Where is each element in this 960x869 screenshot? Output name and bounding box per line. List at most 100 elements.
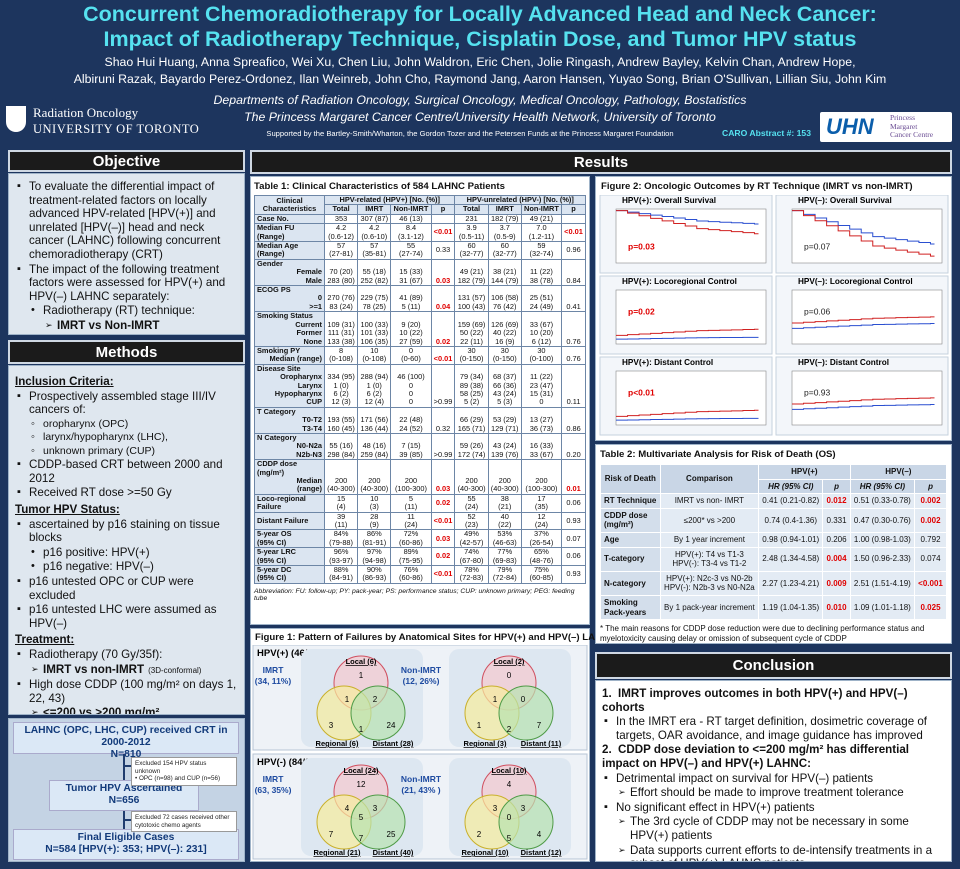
row-label-text: Smoking PY [257,345,301,355]
comparison: By 1 year increment [659,531,760,548]
table-row: ECOG PS 0 >=1 270 (76) 83 (24) 229 (75) 78 … [254,285,586,313]
table-cell: 0.47 (0.30-0.76) [849,507,916,533]
item-number: 1. [602,687,612,700]
group-header: HPV-unrelated (HPV-) [No. (%)] [454,194,586,206]
group-header: HPV(–) [849,464,948,480]
item-text: Effort should be made to improve treatme… [630,786,904,800]
venn-count: 5 [507,834,512,843]
methods-body: Inclusion Criteria:Prospectively assembl… [8,365,245,715]
p-value: p=0.93 [804,387,831,397]
table-cell: 0.32 [430,406,456,434]
group-header: HPV(+) [758,464,851,480]
table-row: CDDP dose (mg/m²) ≤200* vs >200 0.74 (0.4-… [600,507,947,533]
table-cell: 4.2 (0.6-12) [323,223,359,243]
row-label: Distant Failure [254,511,325,531]
table-cell: 0.41 [561,285,586,313]
table-cell: 0.86 [561,406,586,434]
table-cell: 96% (93-97) [323,547,359,567]
table-cell: <0.01 [430,223,456,243]
table-cell: 30 (0-150) [487,345,522,365]
table-cell: 0 (0-60) [390,345,432,365]
list-item: Prospectively assembled stage III/IV can… [15,390,238,417]
row-label: 5-year DC (95% CI) [254,565,325,584]
plot-area [791,208,943,264]
column-header: p [561,204,586,215]
table-cell: 49% (42-57) [454,529,489,549]
venn-count: 1 [493,695,498,704]
list-item: p16 positive: HPV(+) [15,546,238,560]
table-cell: 97% (94-98) [357,547,392,567]
comparison: IMRT vs non- IMRT [659,493,760,509]
table-cell: 33 (67) 10 (20) 6 (12) [520,311,563,347]
list-item: Radiotherapy (70 Gy/35f): [15,648,238,662]
group-name: Non-IMRT [401,774,442,784]
table-cell: 0.93 [561,565,586,584]
table-cell: 0.01 [561,459,586,495]
table-cell: <0.01 [561,223,586,243]
item-text: Radiotherapy (RT) technique: [43,304,195,318]
table-title: Table 2: Multivariate Analysis for Risk … [600,449,836,460]
university-logo: Radiation Oncology UNIVERSITY OF TORONTO [6,104,236,146]
list-item: No significant effect in HPV(+) patients [602,801,945,815]
table-cell: 2.27 (1.23-4.21) [758,570,824,596]
corner-cell: Clinical Characteristics [254,195,325,215]
logo-text: Cancer Centre [890,130,934,139]
item-text: The impact of the following treatment fa… [29,262,226,303]
table-cell: 0.03 [430,459,456,495]
table-cell: 13 (27) 36 (73) [520,406,563,434]
table-cell: 10 (3) [357,493,392,513]
logo-text: Radiation Oncology [33,105,139,120]
list-item: IMRT vs Non-IMRT [15,319,238,333]
group-name: (21, 43% ) [401,785,440,795]
table-cell: 79% (72-84) [487,565,522,584]
table-cell: 60 (32-77) [454,241,489,260]
flow-box: Tumor HPV Ascertained N=656 [49,780,199,811]
section-heading: Treatment: [15,633,238,647]
table-cell: 200 (40-300) [323,459,359,495]
item-text: Detrimental impact on survival for HPV(–… [616,771,874,785]
row-label-text: Smoking Status [257,311,313,321]
table-cell: 59 (26) 172 (74) [454,432,489,461]
flow-arrow [125,819,131,821]
group-name: (34, 11%) [255,676,292,686]
flow-arrow [123,754,125,780]
column-header: Total [454,204,489,215]
table-cell: 22 (48) 24 (52) [390,406,432,434]
table-cell: 182 (79) [487,213,522,225]
table-cell: <0.01 [430,565,456,584]
table-cell: 55 (16) 298 (84) [323,432,359,461]
group-name: (12, 26%) [403,676,440,686]
column-header: Total [323,204,359,215]
table-row: T Category T0-T2 T3-T4 193 (55) 160 (45) 17… [254,406,586,434]
venn-count: 4 [345,804,350,813]
table-row: T-category HPV(+): T4 vs T1-3 HPV(-): T3-… [600,546,947,572]
departments: The Princess Margaret Cancer Centre/Univ… [244,110,716,124]
table-cell [430,213,456,225]
venn-count: 4 [507,780,512,789]
flow-box-title: LAHNC (OPC, LHC, CUP) received CRT in 20… [24,725,228,748]
list-item: The 3rd cycle of CDDP may not be necessa… [602,815,945,842]
curve [616,336,759,340]
table-cell: 0.04 [430,285,456,313]
group-name: IMRT [263,665,285,675]
comparison: HPV(+): T4 vs T1-3 HPV(-): T3-4 vs T1-2 [659,546,760,572]
table-cell: 11 (22) 38 (78) [520,258,563,287]
row-label: Disease Site Oropharynx Larynx Hypopharyn… [254,363,325,408]
table-cell: 100 (33) 101 (33) 106 (35) [357,311,392,347]
table-cell: 0.02 [430,493,456,513]
table-cell: 55 (24) [454,493,489,513]
item-text: The 3rd cycle of CDDP may not be necessa… [630,815,909,842]
figure2-panel: Figure 2: Oncologic Outcomes by RT Techn… [595,176,952,441]
plot-title: HPV(–): Locoregional Control [798,277,913,286]
item-text: ascertained by p16 staining on tissue bl… [29,517,220,545]
table-cell: 74% (67-80) [454,547,489,567]
row-sublabel: N0-N2a N2b-N3 [296,441,322,459]
table-row: CDDP dose (mg/m²) Median (range) 200 (40-3… [254,459,586,495]
table-cell: 55 (27-74) [390,241,432,260]
table-cell: <0.01 [430,345,456,365]
table-cell: 68 (37) 66 (36) 43 (24) 5 (3) [487,363,522,408]
table-cell: 65% (48-76) [520,547,563,567]
column-header: IMRT [487,204,522,215]
table-cell: 28 (9) [357,511,392,531]
table-row: Distant Failure 39 (11) 28 (9) 11 (24) <0.01… [254,511,586,531]
